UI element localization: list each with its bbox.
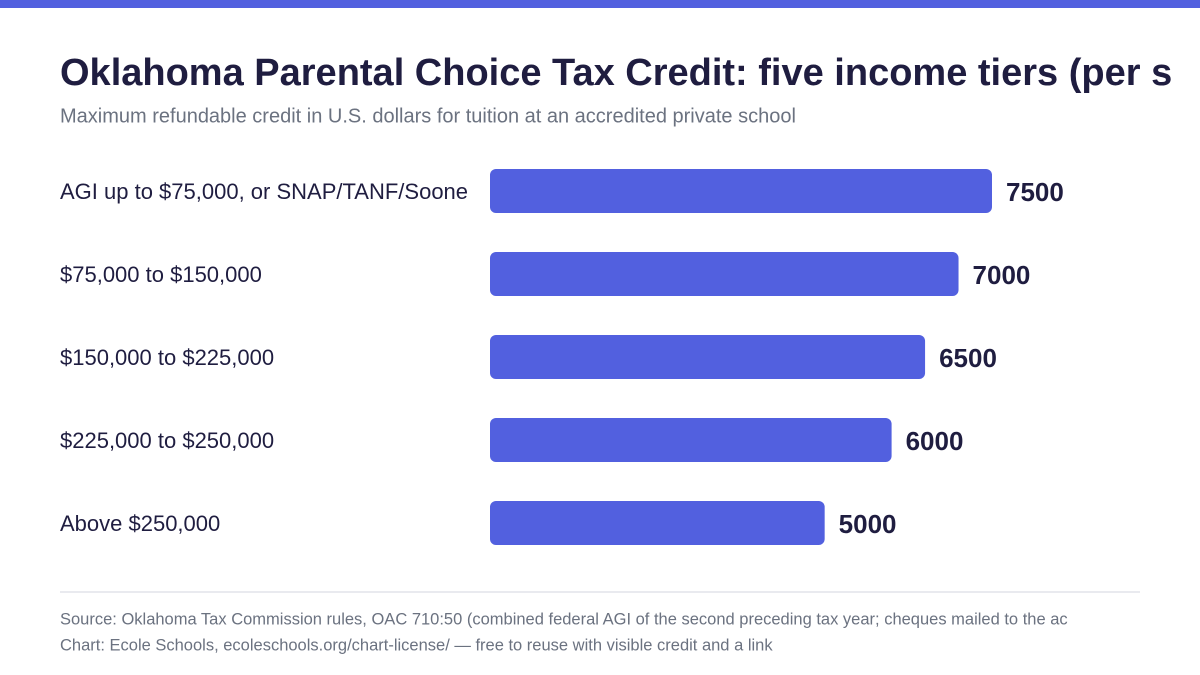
value-label: 5000 <box>839 509 897 539</box>
plot-area: AGI up to $75,000, or SNAP/TANF/Soone 750… <box>60 169 1064 545</box>
source-note: Source: Oklahoma Tax Commission rules, O… <box>60 610 1068 628</box>
bar <box>490 169 992 213</box>
value-label: 7500 <box>1006 177 1064 207</box>
chart-title: Oklahoma Parental Choice Tax Credit: fiv… <box>60 52 1172 94</box>
category-label: $75,000 to $150,000 <box>60 262 262 287</box>
chart-subtitle: Maximum refundable credit in U.S. dollar… <box>60 105 796 127</box>
category-label: $225,000 to $250,000 <box>60 428 274 453</box>
top-accent <box>0 0 1200 8</box>
category-label: AGI up to $75,000, or SNAP/TANF/Soone <box>60 179 468 204</box>
bar <box>490 501 825 545</box>
bar <box>490 335 926 379</box>
category-label: $150,000 to $225,000 <box>60 345 274 370</box>
bar <box>490 252 959 296</box>
category-label: Above $250,000 <box>60 511 220 536</box>
value-label: 6500 <box>939 343 997 373</box>
credit-note: Chart: Ecole Schools, ecoleschools.org/c… <box>60 636 773 654</box>
value-label: 7000 <box>973 260 1031 290</box>
bar <box>490 418 892 462</box>
value-label: 6000 <box>906 426 964 456</box>
